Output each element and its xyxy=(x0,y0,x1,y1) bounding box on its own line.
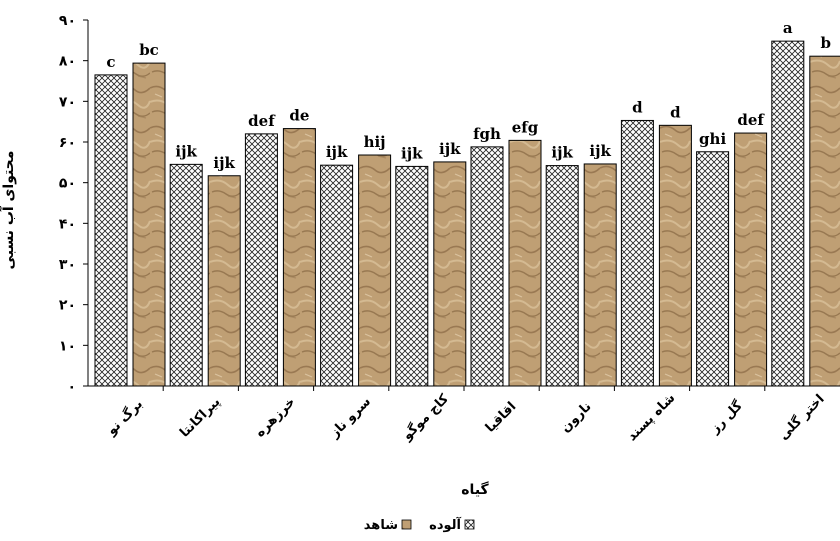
bar-letter-label: ijk xyxy=(589,142,611,160)
y-tick-label: ۷۰ xyxy=(59,94,76,110)
bar-polluted xyxy=(470,146,504,387)
y-tick-label: ۴۰ xyxy=(59,216,76,232)
x-axis-title: گیاه xyxy=(461,481,489,498)
x-category-label: گل رز xyxy=(706,398,746,438)
x-category-label: کاج موگو xyxy=(399,391,453,445)
y-tick-label: ۲۰ xyxy=(59,298,76,314)
bar-letter-label: d xyxy=(670,103,681,121)
bar-letter-label: ghi xyxy=(699,130,726,148)
y-tick-label: ۹۰ xyxy=(59,13,76,29)
legend-label-control: شاهد xyxy=(364,518,398,533)
bar-control xyxy=(207,175,241,387)
y-axis-title: محتوای آب نسبی xyxy=(0,151,17,270)
bar-polluted xyxy=(395,165,429,387)
bar-letter-label: ijk xyxy=(551,144,573,162)
x-category-label: شاه پسند xyxy=(625,391,679,445)
bar-letter-label: de xyxy=(289,107,309,125)
bar-polluted xyxy=(94,74,128,387)
bar-letter-label: a xyxy=(783,19,793,37)
bar-polluted xyxy=(320,164,354,387)
bar-letter-label: hij xyxy=(364,133,386,151)
bar-letter-label: ijk xyxy=(213,154,235,172)
x-category-label: سرو ناز xyxy=(327,394,374,441)
bar-letter-label: bc xyxy=(139,41,159,59)
bar-letter-label: ijk xyxy=(175,142,197,160)
bar-letter-label: c xyxy=(106,53,115,71)
bar-letter-label: fgh xyxy=(473,125,501,143)
y-ticks: ۰ ۱۰ ۲۰ ۳۰ ۴۰ ۵۰ ۶۰ ۷۰ ۸۰ ۹۰ xyxy=(59,13,88,395)
bar-control xyxy=(508,139,542,387)
x-category-label: نارون xyxy=(558,399,594,435)
bar-control xyxy=(734,132,768,387)
bar-polluted xyxy=(771,40,805,387)
y-tick-label: ۱۰ xyxy=(59,338,76,354)
legend: شاهد آلوده xyxy=(364,516,475,533)
bar-control xyxy=(658,124,692,387)
bar-letter-label: b xyxy=(821,34,832,52)
bar-polluted xyxy=(244,133,278,387)
bar-control xyxy=(358,154,392,387)
x-category-label: اقاقیا xyxy=(483,399,519,435)
y-tick-label: ۶۰ xyxy=(59,135,76,151)
bars xyxy=(94,40,840,387)
bar-letter-label: def xyxy=(248,112,276,130)
legend-label-polluted: آلوده xyxy=(429,516,461,533)
y-tick-label: ۳۰ xyxy=(59,257,76,273)
bar-control xyxy=(132,62,166,387)
bar-letter-label: ijk xyxy=(326,143,348,161)
bar-control xyxy=(433,161,467,387)
x-category-label: خرزهره xyxy=(253,395,299,441)
y-tick-label: ۸۰ xyxy=(59,54,76,70)
y-tick-label: ۵۰ xyxy=(59,176,76,192)
x-ticks: برگ نو پیراکانتا خرزهره سرو ناز کاج موگو اقاق… xyxy=(102,386,828,445)
bar-polluted xyxy=(545,165,579,387)
bar-control xyxy=(282,128,316,387)
bar-letter-label: ijk xyxy=(401,144,423,162)
x-category-label: پیراکانتا xyxy=(177,394,223,440)
x-category-label: برگ نو xyxy=(102,395,146,439)
bar-letter-label: d xyxy=(632,98,643,116)
bar-polluted xyxy=(620,119,654,387)
y-tick-label: ۰ xyxy=(67,379,76,395)
bar-letter-label: efg xyxy=(512,118,539,136)
bar-polluted xyxy=(169,163,203,387)
bar-letter-label: def xyxy=(737,111,765,129)
bar-letter-label: ijk xyxy=(439,140,461,158)
x-category-label: اختر گلی xyxy=(775,391,827,443)
bar-control xyxy=(583,163,617,387)
legend-swatch-control xyxy=(401,519,412,530)
bar-control xyxy=(809,55,840,387)
legend-swatch-polluted xyxy=(464,519,475,530)
bar-polluted xyxy=(696,151,730,387)
